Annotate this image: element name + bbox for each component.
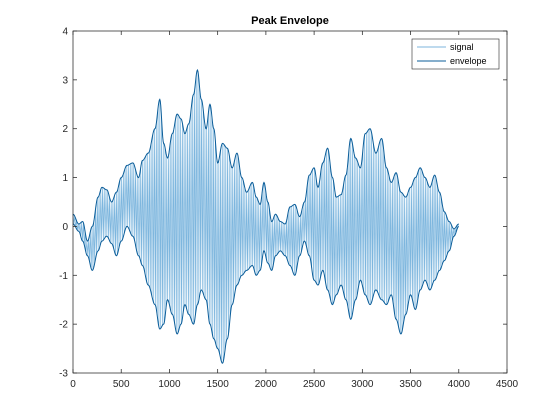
legend: signal envelope: [411, 38, 500, 70]
ticks-layer: 0 500 1000 1500 2000 2500 3000 3500 4000 4500 -3 -2…: [59, 27, 518, 391]
series-line-envelope-lower: [72, 223, 460, 364]
x-tick-label: 4500: [496, 379, 519, 390]
x-tick-label: 3000: [351, 379, 374, 390]
y-tick-label: -2: [59, 320, 68, 331]
axes-box: [72, 30, 508, 374]
x-tick-label: 2500: [303, 379, 326, 390]
x-tick-label: 4000: [448, 379, 471, 390]
series-layer: [72, 68, 460, 364]
y-tick-label: -3: [59, 369, 68, 380]
y-tick-label: 2: [62, 124, 68, 135]
legend-label-signal: signal: [450, 42, 474, 52]
chart-title: Peak Envelope: [251, 15, 329, 27]
legend-label-envelope: envelope: [450, 56, 487, 66]
x-tick-label: 1500: [207, 379, 230, 390]
y-tick-label: 0: [62, 222, 68, 233]
x-tick-label: 0: [70, 379, 76, 390]
x-tick-label: 500: [113, 379, 130, 390]
y-tick-label: 4: [62, 27, 68, 38]
x-tick-label: 3500: [399, 379, 422, 390]
y-tick-label: 1: [62, 173, 68, 184]
series-line-envelope-upper: [72, 68, 459, 242]
y-tick-label: 3: [62, 75, 68, 86]
x-tick-label: 1000: [158, 379, 181, 390]
legend-box: [411, 38, 500, 70]
y-tick-label: -1: [59, 271, 68, 282]
x-tick-label: 2000: [255, 379, 278, 390]
